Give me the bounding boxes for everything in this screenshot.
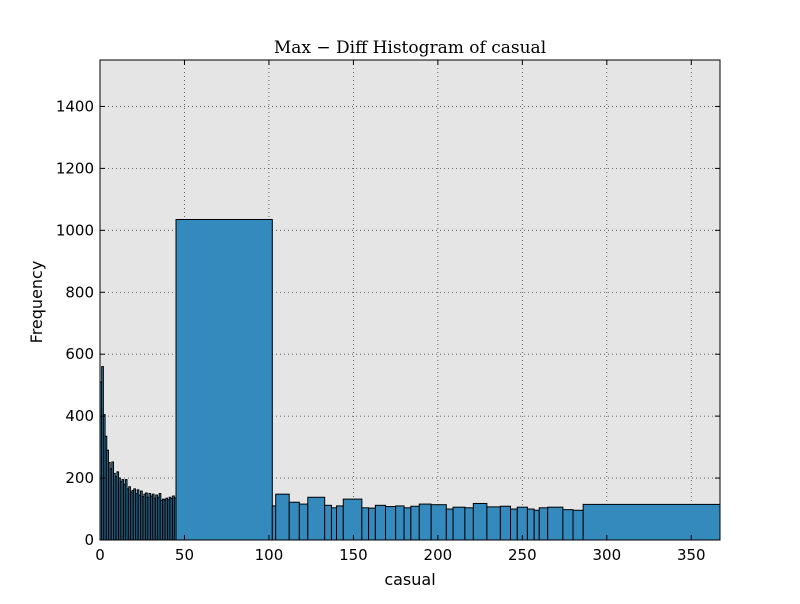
x-tick-label: 200 xyxy=(424,546,453,564)
plot-frame xyxy=(99,59,721,541)
histogram-bar xyxy=(410,505,420,541)
y-tick-label: 0 xyxy=(84,531,94,549)
histogram-bar xyxy=(374,504,387,541)
histogram-bar xyxy=(445,508,454,541)
x-tick-label: 50 xyxy=(175,546,194,564)
histogram-bar xyxy=(385,506,397,541)
histogram-bar xyxy=(330,507,338,541)
y-tick-label: 600 xyxy=(65,345,94,363)
x-tick-label: 250 xyxy=(508,546,537,564)
histogram-bar xyxy=(271,505,277,541)
histogram-bar xyxy=(307,496,326,541)
x-tick-label: 350 xyxy=(677,546,706,564)
y-tick-label: 400 xyxy=(65,407,94,425)
histogram-bar xyxy=(336,505,344,541)
histogram-bar xyxy=(486,506,501,541)
histogram-bar xyxy=(538,507,549,541)
x-tick-label: 300 xyxy=(592,546,621,564)
histogram-bar xyxy=(288,501,300,541)
x-axis-label: casual xyxy=(384,570,435,589)
histogram-bar xyxy=(275,493,290,541)
histogram-bar xyxy=(547,506,564,541)
histogram-bar xyxy=(175,218,273,541)
y-tick-label: 800 xyxy=(65,283,94,301)
y-axis-label: Frequency xyxy=(27,261,46,344)
histogram-bar xyxy=(298,503,309,541)
y-tick-label: 1200 xyxy=(56,159,94,177)
histogram-bar xyxy=(395,505,405,541)
histogram-bar xyxy=(464,507,474,541)
x-tick-label: 150 xyxy=(339,546,368,564)
histogram-bar xyxy=(572,509,584,541)
histogram-bar xyxy=(510,508,518,541)
y-tick-label: 200 xyxy=(65,469,94,487)
histogram-bar xyxy=(533,509,540,541)
histogram-bar xyxy=(368,507,376,541)
histogram-bar xyxy=(361,507,370,541)
histogram-bar xyxy=(452,506,466,541)
histogram-bar xyxy=(472,502,488,541)
histogram-bar xyxy=(499,505,512,541)
histogram-bar xyxy=(526,508,535,541)
histogram-bar xyxy=(582,503,721,541)
histogram-bar xyxy=(342,498,363,541)
histogram-bar xyxy=(418,503,432,541)
axis-ticks: 0 50 100 150 200 250 300 350 0 200 400 600 800 1000 12… xyxy=(56,60,720,564)
histogram-bar xyxy=(430,504,447,541)
y-tick-label: 1400 xyxy=(56,97,94,115)
histogram-bar xyxy=(403,507,412,541)
histogram-bar xyxy=(324,504,332,541)
y-tick-label: 1000 xyxy=(56,221,94,239)
histogram-bar xyxy=(562,509,574,541)
x-tick-label: 0 xyxy=(95,546,105,564)
chart-title: Max − Diff Histogram of casual xyxy=(274,38,546,58)
x-tick-label: 100 xyxy=(255,546,284,564)
